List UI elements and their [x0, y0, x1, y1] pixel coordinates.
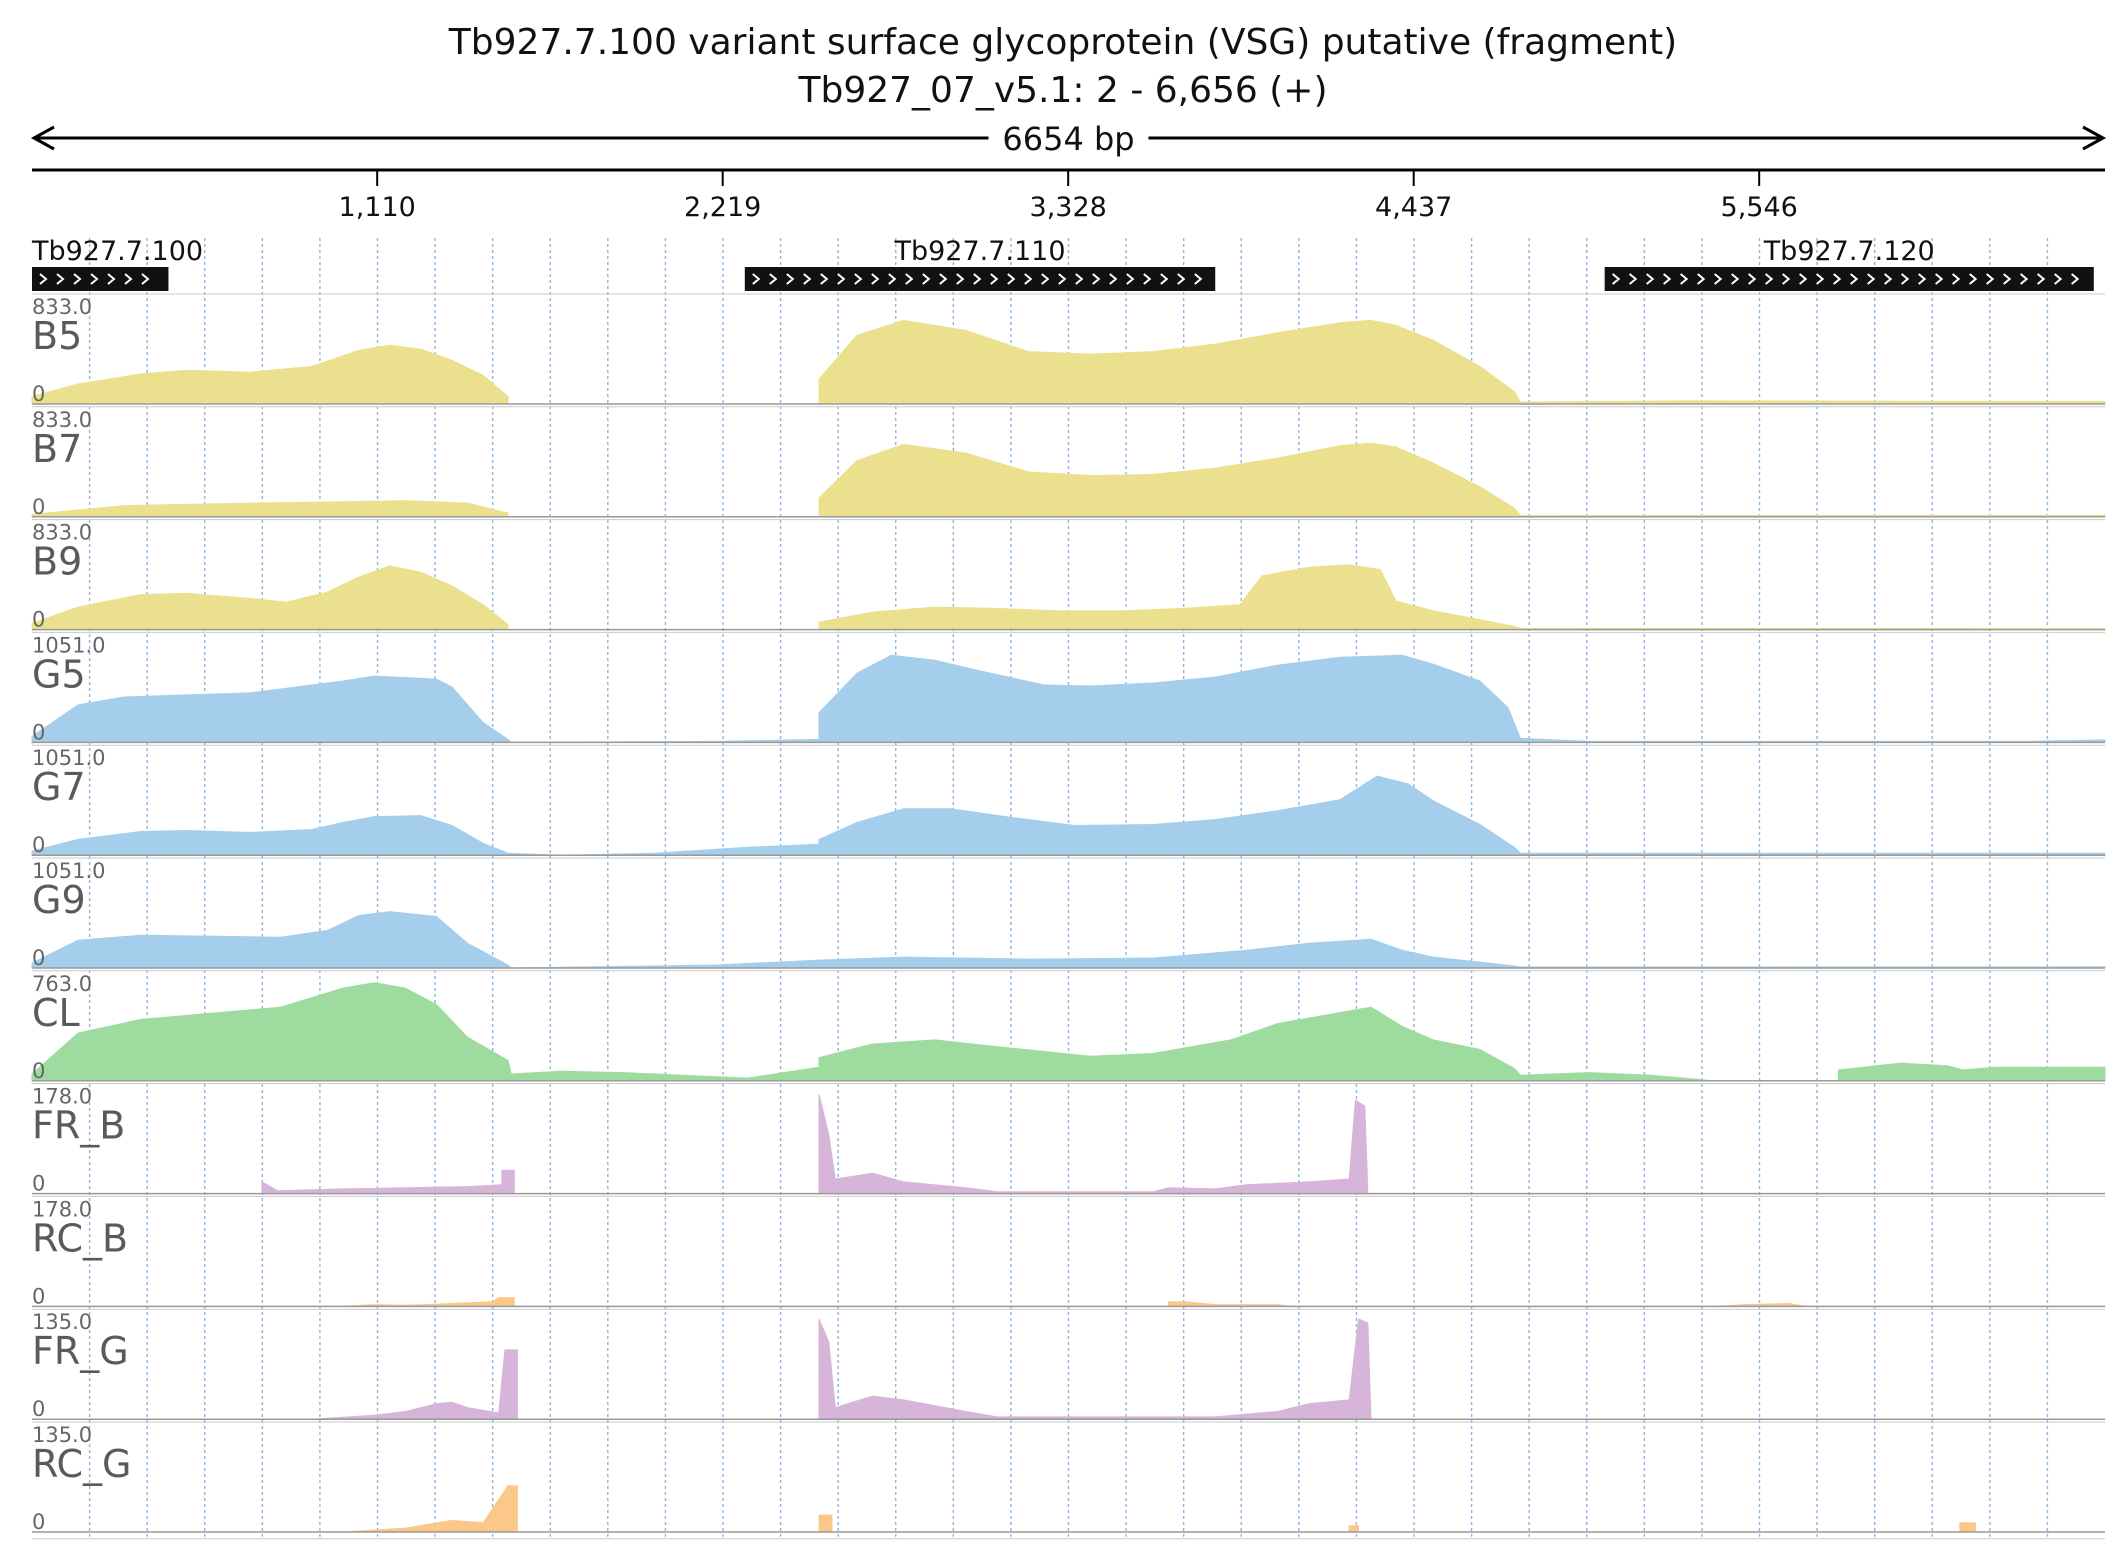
gene-feature[interactable]: Tb927.7.110 [744, 236, 1216, 291]
track-max-label: 135.0 [32, 1310, 92, 1334]
coverage-area [31, 775, 2106, 856]
grid-lines [88, 238, 2049, 1537]
track-name: B5 [32, 314, 82, 358]
track-rc-g: 135.0RC_G 0 [32, 1421, 2105, 1534]
track-min-label: 0 [32, 495, 45, 519]
coverage-area [31, 982, 2106, 1082]
track-max-label: 833.0 [32, 521, 92, 545]
track-g5: 1051.0G5 0 [31, 631, 2106, 744]
track-name: G7 [32, 765, 86, 809]
ruler: 6654 bp 1,110 2,219 3,328 4,437 5,546 [30, 120, 2107, 223]
track-b7: 833.0B7 0 [31, 406, 2106, 519]
track-g7: 1051.0G7 0 [31, 744, 2106, 857]
x-tick-label: 2,219 [684, 192, 761, 223]
coverage-area [32, 1485, 2105, 1533]
track-max-label: 178.0 [32, 1197, 92, 1221]
track-min-label: 0 [32, 1172, 45, 1196]
track-max-label: 1051.0 [32, 746, 105, 770]
track-fr-g: 135.0FR_G 0 [32, 1308, 2105, 1421]
track-max-label: 1051.0 [32, 859, 105, 883]
track-b9: 833.0B9 0 [31, 519, 2106, 632]
arrow-right-icon [2082, 125, 2107, 151]
gene-feature[interactable]: Tb927.7.100 [31, 236, 203, 291]
coverage-area [32, 1318, 2105, 1420]
track-name: G9 [32, 878, 86, 922]
track-min-label: 0 [32, 1510, 45, 1534]
gene-label: Tb927.7.120 [1763, 236, 1935, 267]
track-g9: 1051.0G9 0 [31, 857, 2106, 970]
gene-track: Tb927.7.100 Tb927.7.110 Tb927.7.120 [31, 236, 2094, 291]
gene-feature[interactable]: Tb927.7.120 [1604, 236, 2094, 291]
coverage-area [32, 1297, 2105, 1307]
track-min-label: 0 [32, 720, 45, 744]
track-cl: 763.0CL 0 [31, 970, 2106, 1083]
track-min-label: 0 [32, 382, 45, 406]
track-b5: 833.0B5 0 [31, 293, 2106, 406]
coverage-area [31, 319, 2106, 405]
track-name: CL [32, 991, 80, 1035]
track-fr-b: 178.0FR_B 0 [32, 1083, 2105, 1196]
span-label: 6654 bp [1002, 120, 1134, 158]
coverage-area [31, 654, 2106, 743]
coverage-tracks: 833.0B50833.0B70833.0B901051.0G501051.0G… [31, 293, 2106, 1540]
coverage-area [31, 564, 2106, 631]
coverage-area [31, 442, 2106, 518]
track-name: RC_B [32, 1216, 128, 1260]
track-min-label: 0 [32, 608, 45, 632]
gene-label: Tb927.7.100 [31, 236, 203, 267]
chart-subtitle: Tb927_07_v5.1: 2 - 6,656 (+) [798, 70, 1328, 111]
track-min-label: 0 [32, 946, 45, 970]
track-max-label: 178.0 [32, 1085, 92, 1109]
track-min-label: 0 [32, 1397, 45, 1421]
track-max-label: 1051.0 [32, 633, 105, 657]
x-tick-label: 1,110 [339, 192, 416, 223]
track-min-label: 0 [32, 1284, 45, 1308]
x-tick-label: 4,437 [1375, 192, 1452, 223]
strand-chevrons [39, 273, 150, 285]
x-tick-label: 3,328 [1030, 192, 1107, 223]
strand-chevrons [752, 273, 1203, 285]
track-name: RC_G [32, 1442, 132, 1486]
span-label-bg [988, 120, 1149, 156]
coverage-area [32, 1094, 2105, 1195]
strand-chevrons [1612, 273, 2080, 285]
gene-box [32, 267, 169, 291]
track-max-label: 135.0 [32, 1423, 92, 1447]
coverage-area [31, 911, 2106, 969]
track-name: FR_G [32, 1329, 129, 1373]
track-max-label: 833.0 [32, 295, 92, 319]
track-max-label: 833.0 [32, 408, 92, 432]
track-name: B7 [32, 427, 82, 471]
track-rc-b: 178.0RC_B 0 [32, 1195, 2105, 1308]
track-min-label: 0 [32, 1059, 45, 1083]
track-name: G5 [32, 652, 86, 696]
gene-label: Tb927.7.110 [893, 236, 1065, 267]
arrow-left-icon [30, 125, 55, 151]
track-min-label: 0 [32, 833, 45, 857]
x-tick-label: 5,546 [1721, 192, 1798, 223]
track-max-label: 763.0 [32, 972, 92, 996]
track-name: B9 [32, 540, 82, 584]
chart-title: Tb927.7.100 variant surface glycoprotein… [448, 22, 1678, 63]
gene-box [1604, 267, 2094, 291]
track-name: FR_B [32, 1104, 125, 1148]
